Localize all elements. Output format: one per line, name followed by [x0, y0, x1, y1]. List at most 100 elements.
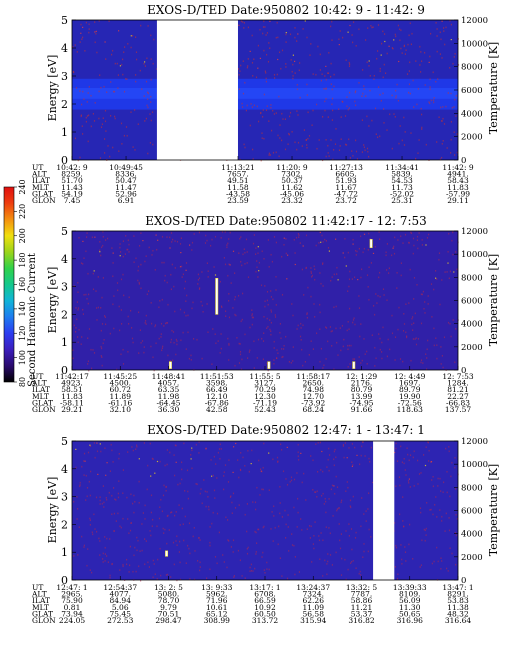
y-tick-label: 3	[61, 281, 68, 294]
orbit-value: 9.79	[160, 603, 177, 612]
heatmap-cell	[424, 539, 426, 542]
heatmap-cell	[264, 285, 266, 287]
heatmap-cell	[152, 518, 154, 521]
heatmap-cell	[308, 354, 310, 356]
orbit-value: 13: 9:33	[201, 583, 233, 592]
heatmap-cell	[220, 333, 222, 335]
heatmap-cell	[351, 465, 353, 467]
heatmap-cell	[324, 75, 326, 77]
heatmap-cell	[77, 336, 79, 338]
heatmap-cell	[120, 122, 123, 125]
y-right-tick-label: 2000	[461, 343, 483, 353]
heatmap-cell	[420, 472, 422, 474]
heatmap-cell	[405, 560, 407, 562]
orbit-value: 29.11	[447, 196, 468, 205]
heatmap-cell	[175, 461, 177, 463]
heatmap-cell	[347, 251, 349, 254]
heatmap-cell	[261, 132, 263, 134]
heatmap-cell	[322, 263, 324, 265]
heatmap-cell	[391, 94, 393, 97]
heatmap-cell	[99, 249, 101, 252]
heatmap-cell	[112, 461, 114, 463]
heatmap-cell	[388, 45, 390, 47]
orbit-value: 25.31	[391, 196, 412, 205]
orbit-value: 4500.	[110, 379, 131, 388]
orbit-value: 11.58	[227, 183, 249, 192]
heatmap-cell	[415, 157, 417, 160]
heatmap-cell	[111, 53, 113, 56]
heatmap-cell	[132, 570, 134, 573]
heatmap-cell	[86, 236, 88, 238]
heatmap-cell	[314, 316, 316, 318]
heatmap-cell	[352, 495, 354, 498]
heatmap-cell	[296, 110, 298, 112]
heatmap-cell	[206, 239, 208, 242]
heatmap-cell	[319, 272, 321, 274]
heatmap-cell	[122, 517, 124, 520]
heatmap-cell	[303, 472, 305, 475]
heatmap-cell	[418, 232, 420, 234]
orbit-value: 7324.	[303, 590, 324, 599]
heatmap-cell	[438, 116, 440, 118]
heatmap-cell	[352, 243, 354, 245]
heatmap-cell	[219, 443, 221, 446]
heatmap-cell	[179, 482, 181, 485]
heatmap-cell	[302, 245, 304, 247]
heatmap-cell	[424, 301, 426, 303]
heatmap-cell	[211, 363, 213, 365]
heatmap-cell	[256, 542, 258, 544]
heatmap-cell	[345, 143, 347, 146]
heatmap-cell	[101, 296, 103, 299]
heatmap-cell	[186, 469, 189, 472]
heatmap-cell	[101, 246, 103, 249]
heatmap-cell	[349, 307, 351, 310]
heatmap-cell	[205, 234, 207, 237]
heatmap-cell	[124, 253, 126, 255]
heatmap-cell	[352, 41, 354, 44]
heatmap-cell	[449, 323, 451, 325]
heatmap-cell	[341, 325, 343, 327]
orbit-value: 42.58	[206, 405, 228, 414]
heatmap-cell	[159, 506, 161, 508]
heatmap-cell	[255, 531, 257, 534]
heatmap-cell	[331, 20, 333, 23]
heatmap-cell	[348, 278, 351, 281]
heatmap-cell	[117, 74, 119, 76]
heatmap-cell	[142, 512, 144, 514]
heatmap-cell	[150, 302, 152, 304]
heatmap-cell	[408, 91, 410, 94]
heatmap-cell	[202, 311, 204, 313]
heatmap-cell	[82, 36, 84, 39]
heatmap-cell	[82, 313, 84, 315]
heatmap-cell	[435, 270, 437, 272]
heatmap-cell	[402, 242, 404, 244]
heatmap-cell	[437, 560, 439, 563]
heatmap-cell	[190, 354, 192, 357]
heatmap-cell	[325, 98, 327, 100]
heatmap-cell	[276, 357, 278, 359]
heatmap-cell	[333, 464, 335, 467]
heatmap-cell	[138, 283, 140, 285]
heatmap-cell	[358, 295, 360, 297]
heatmap-cell	[455, 488, 457, 490]
heatmap-cell	[285, 523, 287, 526]
heatmap-cell	[103, 85, 105, 88]
heatmap-cell	[128, 323, 130, 325]
heatmap-cell	[441, 143, 443, 145]
heatmap-cell	[292, 54, 294, 56]
orbit-value: 11.98	[158, 392, 180, 401]
heatmap-cell	[327, 340, 329, 343]
orbit-value: 5.06	[112, 603, 129, 612]
heatmap-cell	[76, 301, 78, 303]
orbit-value: 52.96	[115, 189, 137, 198]
heatmap-cell	[264, 572, 266, 574]
heatmap-cell	[391, 147, 393, 150]
heatmap-cell	[283, 244, 285, 246]
heatmap-cell	[184, 287, 186, 290]
heatmap-cell	[393, 522, 396, 524]
orbit-value: 13.99	[351, 392, 373, 401]
heatmap-cell	[330, 83, 332, 85]
heatmap-cell	[439, 509, 441, 511]
heatmap-cell	[325, 500, 327, 503]
orbit-value: 11.38	[447, 603, 469, 612]
